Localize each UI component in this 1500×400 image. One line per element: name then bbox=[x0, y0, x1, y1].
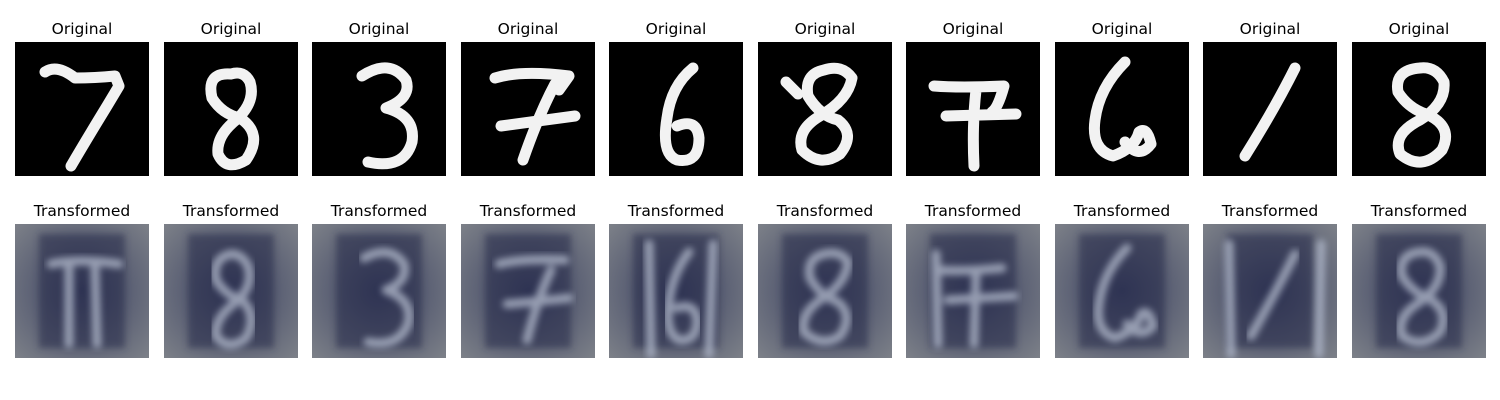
original-digit-8-image bbox=[205, 67, 260, 171]
original-title: Original bbox=[497, 20, 559, 38]
transformed-sample-8: Transformed bbox=[1055, 200, 1189, 360]
original-sample-4: Original bbox=[461, 18, 595, 178]
transformed-title: Transformed bbox=[1221, 202, 1319, 220]
original-digit-image bbox=[609, 42, 743, 176]
transformed-digit-6-image bbox=[609, 224, 743, 358]
transformed-sample-10: Transformed bbox=[1352, 200, 1486, 360]
transformed-digit-6-image bbox=[1055, 224, 1189, 358]
transformed-title: Transformed bbox=[182, 202, 280, 220]
original-sample-10: Original bbox=[1352, 18, 1486, 178]
transformed-digit-8-image bbox=[758, 224, 892, 358]
original-digit-6-image bbox=[1088, 56, 1157, 162]
original-title: Original bbox=[51, 20, 113, 38]
transformed-title: Transformed bbox=[1370, 202, 1468, 220]
original-digit-image bbox=[1055, 42, 1189, 176]
transformed-title: Transformed bbox=[924, 202, 1022, 220]
transformed-digit-image bbox=[906, 224, 1040, 358]
transformed-digit-1-image bbox=[1203, 224, 1337, 358]
original-digit-6-image bbox=[659, 62, 705, 167]
original-title: Original bbox=[348, 20, 410, 38]
original-title: Original bbox=[942, 20, 1004, 38]
transformed-digit-image bbox=[609, 224, 743, 358]
transformed-digit-3-image bbox=[312, 224, 446, 358]
transformed-title: Transformed bbox=[627, 202, 725, 220]
transformed-digit-8-image bbox=[1352, 224, 1486, 358]
original-sample-1: Original bbox=[15, 18, 149, 178]
transformed-digit-image bbox=[1203, 224, 1337, 358]
transformed-title: Transformed bbox=[776, 202, 874, 220]
original-sample-8: Original bbox=[1055, 18, 1189, 178]
original-title: Original bbox=[1388, 20, 1450, 38]
transformed-digit-image bbox=[758, 224, 892, 358]
original-digit-8-image bbox=[780, 62, 858, 166]
transformed-digit-image bbox=[164, 224, 298, 358]
original-digit-image bbox=[164, 42, 298, 176]
original-title: Original bbox=[200, 20, 262, 38]
transformed-digit-image bbox=[1055, 224, 1189, 358]
original-row: Original Original Original Original Original… bbox=[0, 18, 1500, 178]
transformed-sample-9: Transformed bbox=[1203, 200, 1337, 360]
transformed-title: Transformed bbox=[33, 202, 131, 220]
original-digit-image bbox=[906, 42, 1040, 176]
original-sample-3: Original bbox=[312, 18, 446, 178]
transformed-sample-2: Transformed bbox=[164, 200, 298, 360]
transformed-digit-image bbox=[312, 224, 446, 358]
transformed-sample-6: Transformed bbox=[758, 200, 892, 360]
original-sample-5: Original bbox=[609, 18, 743, 178]
transformed-digit-image bbox=[1352, 224, 1486, 358]
original-digit-image bbox=[1203, 42, 1337, 176]
original-sample-7: Original bbox=[906, 18, 1040, 178]
original-title: Original bbox=[794, 20, 856, 38]
transformed-digit-image bbox=[15, 224, 149, 358]
transformed-digit-image bbox=[461, 224, 595, 358]
transformed-digit-7-image bbox=[15, 224, 149, 358]
transformed-sample-5: Transformed bbox=[609, 200, 743, 360]
original-digit-image bbox=[15, 42, 149, 176]
transformed-digit-8-image bbox=[164, 224, 298, 358]
original-digit-image bbox=[461, 42, 595, 176]
original-title: Original bbox=[1091, 20, 1153, 38]
original-title: Original bbox=[1239, 20, 1301, 38]
transformed-sample-3: Transformed bbox=[312, 200, 446, 360]
original-digit-1-image bbox=[1239, 62, 1301, 162]
original-digit-image bbox=[758, 42, 892, 176]
original-digit-3-image bbox=[356, 62, 418, 170]
original-title: Original bbox=[645, 20, 707, 38]
original-digit-image bbox=[1352, 42, 1486, 176]
original-sample-9: Original bbox=[1203, 18, 1337, 178]
transformed-sample-1: Transformed bbox=[15, 200, 149, 360]
original-sample-2: Original bbox=[164, 18, 298, 178]
transformed-title: Transformed bbox=[330, 202, 428, 220]
original-sample-6: Original bbox=[758, 18, 892, 178]
original-digit-image bbox=[312, 42, 446, 176]
transformed-row: Transformed Transformed Transformed Transfo… bbox=[0, 200, 1500, 360]
original-digit-8-image bbox=[1391, 62, 1451, 168]
original-digit-7-image bbox=[39, 63, 125, 172]
transformed-title: Transformed bbox=[1073, 202, 1171, 220]
transformed-digit-7-image bbox=[906, 224, 1040, 358]
transformed-digit-7-image bbox=[461, 224, 595, 358]
transformed-title: Transformed bbox=[479, 202, 577, 220]
transformed-sample-4: Transformed bbox=[461, 200, 595, 360]
original-digit-7-image bbox=[489, 67, 581, 166]
transformed-sample-7: Transformed bbox=[906, 200, 1040, 360]
original-digit-7-image bbox=[928, 80, 1022, 172]
